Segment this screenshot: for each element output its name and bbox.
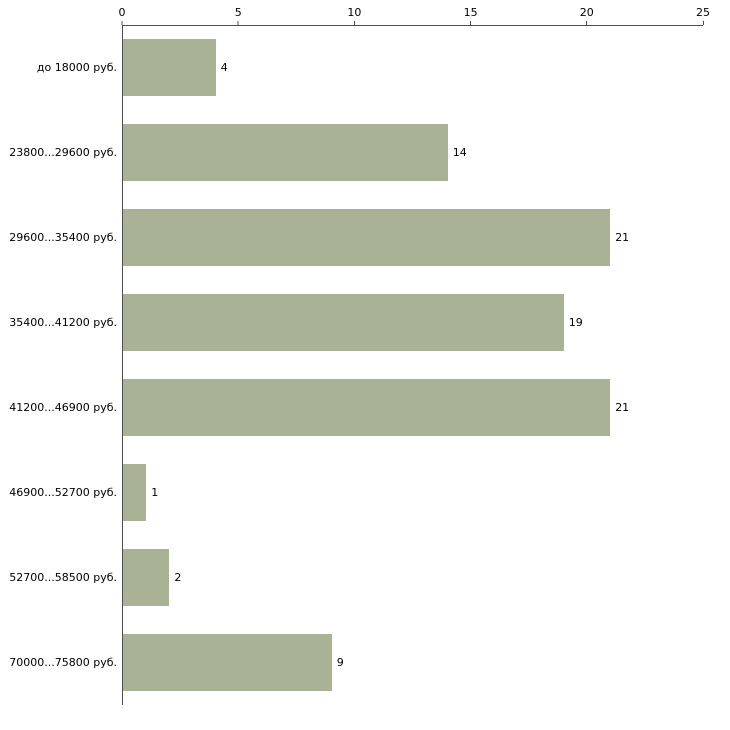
y-axis-category-label: 35400...41200 руб. [9,316,117,329]
bar-rows: до 18000 руб. 4 23800...29600 руб. 14 29600.… [0,25,730,705]
bar-value-label: 1 [151,486,159,499]
bar-row: до 18000 руб. 4 [0,25,730,110]
bar-cell: 2 [122,535,703,620]
x-tick-label: 5 [234,6,242,19]
x-tick-label: 20 [579,6,594,19]
x-tick-mark [121,21,123,25]
x-tick: 0 [119,6,126,25]
x-tick-label: 25 [696,6,710,19]
bar [123,464,147,521]
bar [123,549,170,606]
bar-value-label: 2 [174,571,182,584]
bar-row: 41200...46900 руб. 21 [0,365,730,450]
bar-cell: 19 [122,280,703,365]
bar-row: 29600...35400 руб. 21 [0,195,730,280]
y-axis-category-label: 52700...58500 руб. [9,571,117,584]
bar-value-label: 19 [568,316,583,329]
bar-value-label: 9 [336,656,344,669]
x-tick: 5 [235,6,242,25]
x-axis-ticks: 0 5 10 15 20 25 [119,0,710,25]
y-axis-category-label: 70000...75800 руб. [9,656,117,669]
bar-value-label: 21 [615,401,630,414]
x-tick-mark [353,21,355,25]
bar-row: 23800...29600 руб. 14 [0,110,730,195]
bar [123,379,611,436]
bar [123,124,448,181]
y-axis-category-label: 46900...52700 руб. [9,486,117,499]
x-tick-mark [237,21,239,25]
bar-value-label: 4 [220,61,228,74]
bar [123,209,611,266]
bar-row: 70000...75800 руб. 9 [0,620,730,705]
x-tick: 15 [464,6,478,25]
x-tick-mark [586,21,588,25]
x-tick: 25 [696,6,710,25]
x-tick-label: 10 [347,6,362,19]
x-tick-label: 0 [118,6,126,19]
bar-value-label: 14 [452,146,467,159]
y-axis-category-label: 29600...35400 руб. [9,231,117,244]
bar-row: 46900...52700 руб. 1 [0,450,730,535]
bar [123,634,332,691]
bar-row: 52700...58500 руб. 2 [0,535,730,620]
x-tick-label: 15 [463,6,478,19]
x-axis-line [122,25,703,26]
bar-value-label: 21 [615,231,630,244]
bar [123,294,564,351]
bar-cell: 21 [122,365,703,450]
bar-cell: 21 [122,195,703,280]
x-tick: 20 [580,6,594,25]
y-axis-category-label: 23800...29600 руб. [9,146,117,159]
bar-cell: 4 [122,25,703,110]
y-axis-category-label: до 18000 руб. [36,61,117,74]
bar-row: 35400...41200 руб. 19 [0,280,730,365]
y-axis-category-label: 41200...46900 руб. [9,401,117,414]
y-axis-line [122,25,123,705]
x-tick: 10 [347,6,361,25]
bar [123,39,216,96]
bar-cell: 1 [122,450,703,535]
x-tick-mark [470,21,472,25]
x-tick-mark [702,21,704,25]
bar-cell: 9 [122,620,703,705]
bar-cell: 14 [122,110,703,195]
